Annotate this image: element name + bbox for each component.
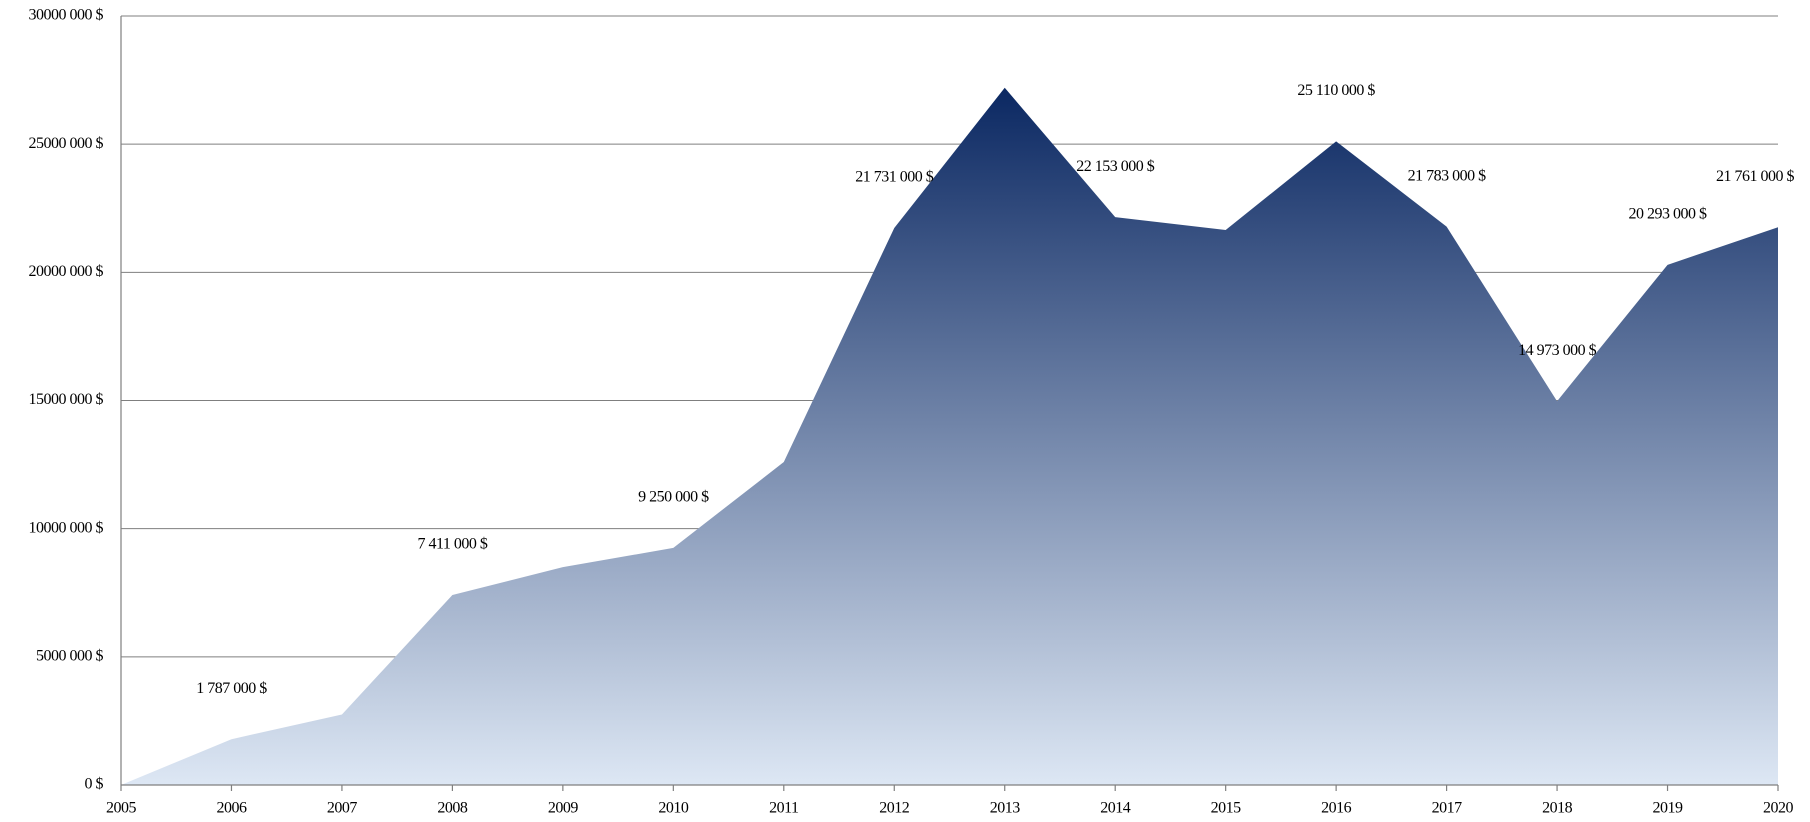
data-label: 22 153 000 $ bbox=[1076, 158, 1155, 175]
y-tick-label: 25000 000 $ bbox=[29, 135, 104, 152]
y-tick-label: 15000 000 $ bbox=[29, 391, 104, 408]
y-tick-label: 5000 000 $ bbox=[36, 648, 104, 665]
x-tick-label: 2010 bbox=[658, 800, 689, 817]
x-tick-label: 2011 bbox=[769, 800, 799, 817]
x-tick-label: 2013 bbox=[990, 800, 1021, 817]
area bbox=[121, 87, 1778, 786]
x-tick-label: 2014 bbox=[1100, 800, 1131, 817]
data-label: 25 110 000 $ bbox=[1297, 82, 1375, 99]
x-tick-label: 2015 bbox=[1211, 800, 1242, 817]
x-tick-label: 2006 bbox=[216, 800, 247, 817]
x-tick-label: 2009 bbox=[548, 800, 579, 817]
x-tick-label: 2008 bbox=[437, 800, 468, 817]
data-label: 14 973 000 $ bbox=[1518, 342, 1597, 359]
data-label: 21 761 000 $ bbox=[1716, 168, 1795, 185]
y-tick-label: 10000 000 $ bbox=[29, 519, 104, 536]
x-tick-label: 2017 bbox=[1432, 800, 1463, 817]
data-label: 21 731 000 $ bbox=[855, 169, 934, 186]
x-tick-label: 2016 bbox=[1321, 800, 1352, 817]
x-tick-label: 2020 bbox=[1763, 800, 1794, 817]
data-label: 9 250 000 $ bbox=[638, 489, 709, 506]
x-tick-label: 2012 bbox=[879, 800, 910, 817]
data-label: 20 293 000 $ bbox=[1629, 205, 1708, 222]
x-tick-label: 2007 bbox=[327, 800, 358, 817]
y-tick-label: 30000 000 $ bbox=[29, 7, 104, 24]
y-tick-label: 0 $ bbox=[85, 776, 104, 793]
data-label: 7 411 000 $ bbox=[417, 536, 487, 553]
data-label: 21 783 000 $ bbox=[1408, 167, 1487, 184]
x-tick-label: 2005 bbox=[106, 800, 137, 817]
data-label: 1 787 000 $ bbox=[196, 680, 267, 697]
y-tick-label: 20000 000 $ bbox=[29, 263, 104, 280]
x-tick-label: 2018 bbox=[1542, 800, 1573, 817]
x-tick-label: 2019 bbox=[1653, 800, 1684, 817]
